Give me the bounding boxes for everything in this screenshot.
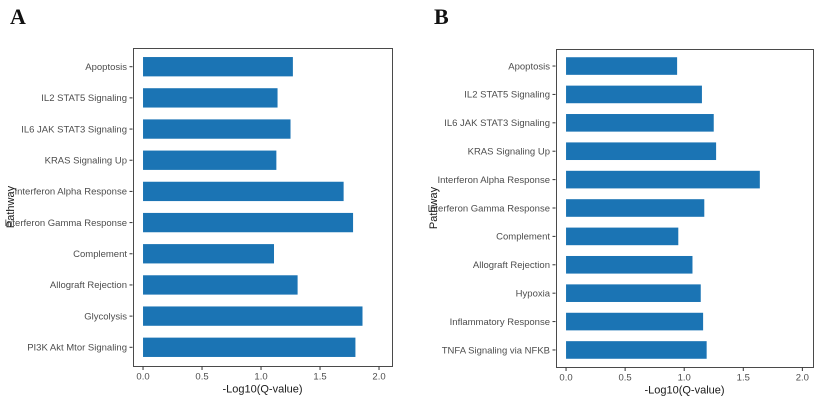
panel-b-bar-chart: 0.0 0.5 1.0 1.5 2.0 Apoptosis IL2 STAT5 Signal… — [427, 49, 814, 397]
category-label: Inflammatory Response — [450, 317, 550, 328]
bar — [566, 170, 760, 189]
bar — [143, 181, 344, 202]
panel-a-bar-chart: 0.0 0.5 1.0 1.5 2.0 Apoptosis IL2 STAT5 Signal… — [4, 48, 393, 396]
category-label: Glycolysis — [84, 311, 127, 322]
bar — [143, 88, 278, 108]
x-axis-title: -Log10(Q-value) — [222, 384, 302, 396]
bar — [566, 114, 714, 132]
bar — [566, 142, 717, 161]
x-axis-tick-label: 1.5 — [313, 372, 326, 383]
bar — [143, 119, 291, 139]
category-label: KRAS Signaling Up — [468, 147, 550, 158]
bar — [143, 57, 293, 77]
bar — [566, 341, 707, 359]
bar — [566, 85, 702, 104]
x-axis-tick-label: 0.5 — [619, 373, 632, 384]
category-label: Interferon Gamma Response — [4, 218, 127, 229]
bar — [143, 275, 298, 295]
bar — [566, 312, 704, 331]
category-label: IL6 JAK STAT3 Signaling — [444, 118, 550, 129]
x-axis-tick-label: 2.0 — [372, 372, 385, 383]
x-axis-tick-label: 0.5 — [195, 372, 208, 383]
bar — [143, 150, 277, 170]
category-label: Allograft Rejection — [473, 260, 550, 271]
category-label: Apoptosis — [508, 61, 550, 72]
bar — [143, 337, 356, 357]
category-label: TNFA Signaling via NFKB — [442, 345, 550, 356]
bar — [566, 199, 705, 217]
category-label: IL2 STAT5 Signaling — [464, 90, 550, 101]
category-label: Interferon Alpha Response — [15, 187, 128, 198]
category-label: Complement — [496, 232, 550, 243]
x-axis-tick-label: 0.0 — [136, 372, 149, 383]
category-label: Hypoxia — [516, 288, 551, 299]
x-axis-tick-label: 2.0 — [796, 373, 809, 384]
panel-b: B 0.0 0.5 1.0 1.5 2.0 Apoptosis IL2 STAT5 Sign… — [413, 0, 825, 403]
bar — [566, 284, 701, 302]
category-label: IL2 STAT5 Signaling — [41, 93, 127, 104]
category-label: Complement — [73, 249, 127, 260]
bar — [143, 212, 354, 233]
x-axis-tick-label: 1.0 — [678, 373, 691, 384]
x-axis-title: -Log10(Q-value) — [644, 385, 724, 397]
x-axis-tick-label: 1.0 — [254, 372, 267, 383]
category-label: Interferon Alpha Response — [438, 175, 551, 186]
x-axis-tick-label: 0.0 — [559, 373, 572, 384]
category-label: KRAS Signaling Up — [45, 156, 127, 167]
bar — [566, 255, 693, 274]
bar — [566, 57, 678, 75]
category-label: IL6 JAK STAT3 Signaling — [21, 124, 127, 135]
bar — [143, 244, 275, 264]
category-label: Allograft Rejection — [50, 280, 127, 291]
bar — [143, 306, 363, 326]
y-axis-title: Pathway — [5, 185, 17, 228]
category-label: Interferon Gamma Response — [427, 203, 550, 214]
bar — [566, 227, 679, 246]
panel-a-letter: A — [10, 4, 27, 29]
x-axis-tick-label: 1.5 — [737, 373, 750, 384]
panel-b-letter: B — [434, 4, 450, 29]
category-label: PI3K Akt Mtor Signaling — [27, 343, 127, 354]
panel-a: A 0.0 0.5 1.0 1.5 2.0 Apoptosis IL2 STAT5 Sign… — [0, 0, 412, 403]
category-label: Apoptosis — [85, 62, 127, 73]
y-axis-title: Pathway — [428, 186, 440, 229]
